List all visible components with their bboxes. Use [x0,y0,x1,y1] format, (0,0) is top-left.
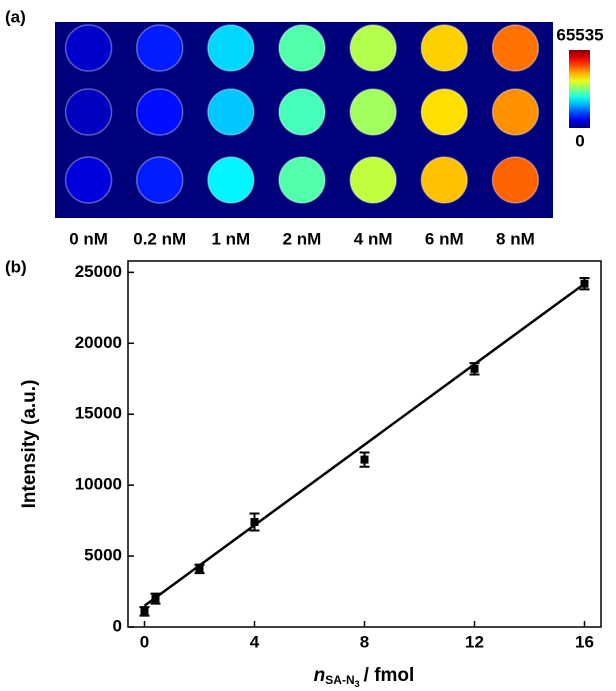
x-label-symbol: n [314,665,326,686]
well [66,157,112,203]
well [350,89,396,135]
category-label: 2 nM [283,229,322,248]
well [350,25,396,71]
category-label: 0 nM [69,229,108,248]
data-point [141,607,149,615]
y-tick-label: 25000 [75,262,122,281]
well [208,25,254,71]
x-tick-label: 4 [250,632,260,651]
panel-label: (a) [5,7,26,26]
x-label-unit: / fmol [364,665,415,686]
data-point [581,280,589,288]
well [421,25,467,71]
colorbar [569,50,590,128]
well [350,157,396,203]
x-tick-label: 8 [360,632,369,651]
data-point [251,518,259,526]
y-axis-label: Intensity (a.u.) [19,380,40,509]
data-point [361,456,369,464]
x-tick-label: 12 [465,632,484,651]
colorbar-label: 65535 [556,25,603,44]
figure: (a) (b) Intensity (a.u.) nSA-N3 / fmol 0 … [0,0,616,691]
category-label: 4 nM [354,229,393,248]
category-label: 6 nM [425,229,464,248]
category-label: 0.2 nM [133,229,186,248]
x-label-subscript: SA-N [325,673,354,687]
y-tick-label: 0 [113,616,122,635]
fit-line [145,284,585,606]
y-tick-label: 15000 [75,404,122,423]
x-label-subsubscript: 3 [355,679,360,689]
well [66,89,112,135]
data-point [152,595,160,603]
well [208,157,254,203]
well [279,89,325,135]
well [492,25,538,71]
panel-label: (b) [5,257,27,276]
x-tick-label: 16 [575,632,594,651]
category-label: 8 nM [496,229,535,248]
well [279,157,325,203]
data-point [471,365,479,373]
well [421,89,467,135]
well [421,157,467,203]
well [66,25,112,71]
colorbar-label: 0 [575,131,584,150]
well [137,157,183,203]
x-axis-label: nSA-N3 / fmol [314,665,415,689]
category-label: 1 nM [211,229,250,248]
x-tick-label: 0 [140,632,149,651]
well [492,89,538,135]
data-point [196,565,204,573]
y-tick-label: 5000 [84,546,122,565]
well [137,89,183,135]
y-tick-label: 10000 [75,475,122,494]
well [137,25,183,71]
y-tick-label: 20000 [75,333,122,352]
well [208,89,254,135]
well [492,157,538,203]
well [279,25,325,71]
